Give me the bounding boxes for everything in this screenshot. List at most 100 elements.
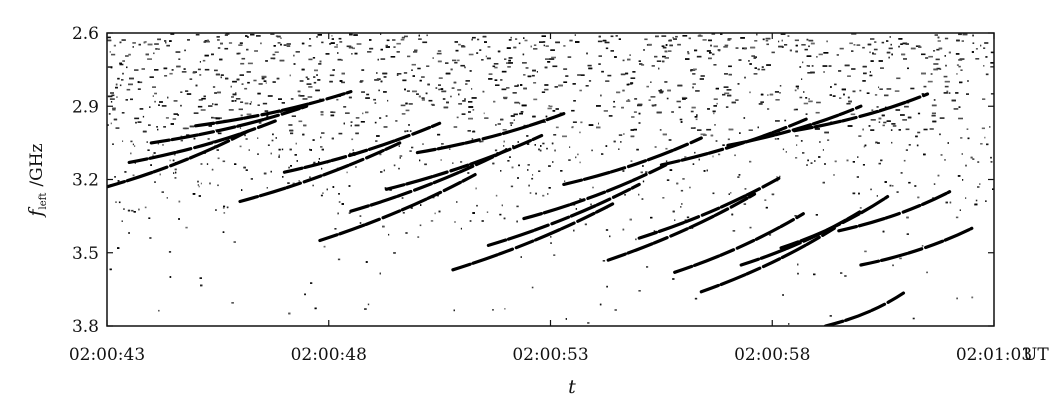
noise-speck (563, 81, 568, 83)
noise-speck (960, 137, 963, 139)
noise-speck (521, 104, 527, 107)
noise-speck (917, 112, 921, 115)
noise-speck (320, 194, 323, 197)
noise-speck (564, 180, 566, 182)
noise-speck (573, 100, 576, 102)
noise-speck (956, 73, 958, 75)
noise-speck (174, 168, 177, 171)
fiber-burst (859, 226, 974, 267)
noise-speck (245, 169, 248, 171)
noise-speck (293, 63, 296, 65)
noise-speck (500, 170, 502, 172)
noise-speck (343, 106, 347, 108)
noise-speck (695, 90, 700, 92)
noise-speck (665, 160, 668, 162)
noise-speck (949, 201, 952, 204)
noise-speck (360, 121, 365, 123)
noise-speck (380, 171, 383, 173)
noise-speck (730, 192, 732, 194)
noise-speck (851, 68, 856, 70)
noise-speck (152, 86, 156, 88)
noise-speck (648, 99, 651, 101)
noise-speck (274, 51, 279, 53)
noise-speck (937, 174, 940, 177)
noise-speck (795, 85, 799, 88)
noise-speck (760, 101, 764, 103)
noise-speck (568, 159, 571, 161)
noise-speck (374, 79, 380, 81)
noise-speck (186, 134, 190, 136)
noise-speck (404, 88, 406, 91)
noise-speck (125, 55, 129, 57)
noise-speck (516, 205, 519, 208)
noise-speck (737, 176, 740, 178)
noise-speck (200, 109, 206, 111)
fiber-burst (415, 112, 566, 155)
noise-speck (841, 88, 846, 91)
noise-speck (612, 106, 616, 108)
noise-speck (808, 100, 813, 103)
noise-speck (694, 49, 698, 52)
noise-speck (678, 106, 681, 109)
noise-speck (681, 96, 686, 99)
noise-speck (883, 121, 887, 124)
noise-speck (750, 46, 756, 49)
noise-speck (967, 80, 969, 82)
noise-speck (318, 158, 320, 160)
noise-speck (522, 53, 525, 56)
noise-speck (132, 42, 136, 44)
noise-speck (289, 148, 292, 151)
noise-speck (503, 96, 508, 99)
noise-speck (921, 53, 926, 56)
noise-speck (126, 66, 128, 69)
noise-speck (154, 69, 159, 71)
noise-speck (260, 42, 262, 45)
noise-speck (552, 65, 558, 68)
noise-speck (436, 194, 439, 197)
noise-speck (331, 137, 334, 140)
noise-speck (112, 143, 114, 145)
noise-speck (504, 58, 507, 60)
noise-speck (378, 89, 380, 92)
noise-speck (731, 213, 734, 216)
noise-speck (338, 37, 342, 40)
noise-speck (220, 76, 222, 79)
noise-speck (536, 71, 538, 73)
noise-speck (573, 229, 575, 232)
noise-speck (852, 90, 856, 93)
noise-speck (406, 90, 410, 92)
noise-speck (501, 70, 507, 73)
noise-speck (623, 133, 625, 135)
noise-speck (668, 139, 672, 141)
noise-speck (866, 92, 870, 94)
noise-speck (471, 88, 473, 90)
x-tick-label: 02:00:43 (69, 345, 145, 365)
noise-speck (638, 193, 640, 196)
noise-speck (461, 113, 466, 115)
noise-speck (511, 166, 514, 169)
noise-speck (147, 43, 153, 46)
noise-speck (896, 77, 901, 80)
noise-speck (630, 135, 635, 138)
noise-speck (569, 146, 571, 148)
noise-speck (542, 194, 545, 197)
noise-speck (535, 192, 537, 195)
noise-speck (945, 201, 948, 204)
noise-speck (542, 41, 546, 43)
noise-speck (138, 208, 140, 211)
noise-speck (454, 41, 458, 43)
noise-speck (503, 145, 505, 147)
noise-speck (914, 185, 917, 187)
noise-speck (888, 56, 890, 59)
noise-speck (844, 275, 847, 277)
noise-speck (504, 308, 506, 310)
noise-speck (142, 130, 147, 133)
noise-speck (799, 96, 803, 99)
noise-speck (154, 100, 156, 103)
noise-speck (414, 49, 418, 52)
noise-speck (892, 125, 897, 127)
noise-speck (645, 171, 648, 173)
noise-speck (169, 159, 171, 162)
noise-speck (857, 156, 859, 158)
